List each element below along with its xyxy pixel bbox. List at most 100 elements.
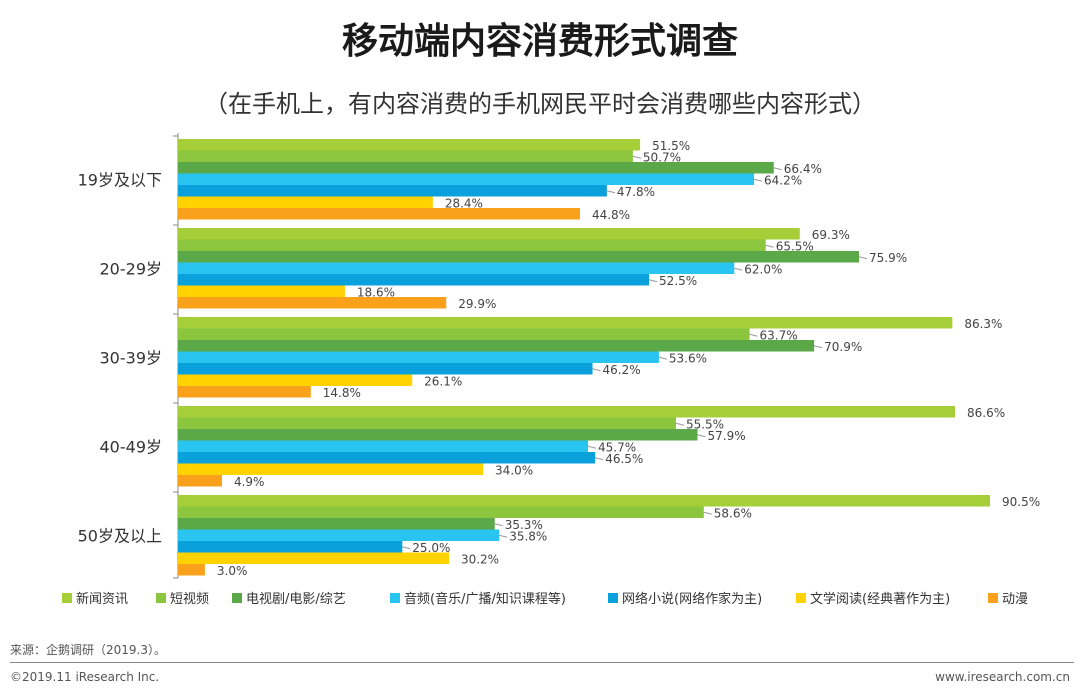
- leader-line: [675, 422, 685, 426]
- bar[interactable]: [178, 429, 698, 441]
- legend-label: 网络小说(网络作家为主): [622, 591, 762, 607]
- data-label: 70.9%: [824, 340, 862, 354]
- bar[interactable]: [178, 317, 953, 329]
- data-label: 4.9%: [234, 475, 265, 489]
- legend-swatch: [608, 593, 618, 603]
- data-label: 53.6%: [669, 351, 707, 365]
- leader-line: [648, 279, 658, 283]
- leader-line: [734, 267, 743, 271]
- data-label: 86.3%: [964, 317, 1002, 331]
- footer-divider: [10, 662, 1074, 663]
- bar[interactable]: [178, 208, 580, 220]
- data-label: 75.9%: [869, 251, 907, 265]
- leader-line: [592, 368, 601, 372]
- leader-line: [595, 457, 604, 461]
- category-label: 20-29岁: [100, 259, 163, 278]
- leader-line: [765, 244, 774, 248]
- copyright-text: ©2019.11 iResearch Inc.: [10, 670, 160, 684]
- website-link[interactable]: www.iresearch.com.cn: [935, 670, 1070, 684]
- data-label: 65.5%: [776, 239, 814, 253]
- legend-swatch: [232, 593, 242, 603]
- bar[interactable]: [178, 417, 676, 430]
- legend-label: 短视频: [170, 592, 209, 607]
- data-label: 51.5%: [652, 139, 690, 153]
- bar[interactable]: [178, 351, 659, 364]
- data-label: 44.8%: [592, 208, 630, 222]
- chart-subtitle: （在手机上，有内容消费的手机网民平时会消费哪些内容形式）: [204, 90, 876, 118]
- legend-label: 电视剧/电影/综艺: [246, 592, 346, 607]
- legend-label: 文学阅读(经典著作为主): [810, 591, 950, 607]
- legend-label: 新闻资讯: [76, 591, 128, 607]
- bar[interactable]: [178, 340, 815, 352]
- leader-line: [499, 534, 508, 538]
- legend-swatch: [988, 593, 998, 603]
- category-label: 30-39岁: [100, 348, 163, 367]
- bar[interactable]: [178, 328, 750, 341]
- bar[interactable]: [178, 495, 990, 507]
- data-label: 25.0%: [412, 541, 450, 555]
- data-label: 14.8%: [323, 386, 361, 400]
- leader-line: [858, 256, 868, 260]
- bar[interactable]: [178, 374, 413, 387]
- data-label: 35.8%: [509, 529, 547, 543]
- bar[interactable]: [178, 274, 650, 286]
- data-label: 29.9%: [458, 297, 496, 311]
- data-label: 64.2%: [764, 173, 802, 187]
- bar[interactable]: [178, 251, 860, 263]
- category-label: 40-49岁: [100, 437, 163, 456]
- bar[interactable]: [178, 518, 495, 530]
- data-label: 58.6%: [714, 506, 752, 520]
- bar[interactable]: [178, 285, 345, 298]
- data-label: 45.7%: [598, 440, 636, 454]
- bar[interactable]: [178, 139, 641, 151]
- leader-line: [606, 190, 616, 194]
- bar[interactable]: [178, 262, 735, 275]
- data-label: 30.2%: [461, 552, 499, 566]
- data-label: 34.0%: [495, 463, 533, 477]
- legend-label: 动漫: [1002, 592, 1028, 607]
- bar[interactable]: [178, 406, 956, 418]
- data-label: 52.5%: [659, 274, 697, 288]
- bar[interactable]: [178, 297, 447, 309]
- leader-line: [494, 523, 503, 527]
- bar-chart: 19岁及以下 51.5%50.7% 66.4%64.2% 47.8% 28.4% 44.8…: [62, 133, 1040, 607]
- leader-line: [402, 546, 411, 550]
- source-note: 来源：企鹅调研（2019.3）。: [10, 643, 166, 657]
- data-label: 57.9%: [708, 429, 746, 443]
- data-label: 86.6%: [967, 406, 1005, 420]
- data-label: 50.7%: [643, 150, 681, 164]
- legend-swatch: [62, 593, 72, 603]
- bar[interactable]: [178, 386, 311, 398]
- bar[interactable]: [178, 541, 403, 553]
- bar[interactable]: [178, 529, 500, 542]
- bar[interactable]: [178, 440, 589, 453]
- data-label: 3.0%: [217, 564, 248, 578]
- legend-swatch: [156, 593, 166, 603]
- bar[interactable]: [178, 506, 704, 519]
- bar[interactable]: [178, 363, 593, 375]
- chart-title: 移动端内容消费形式调查: [341, 21, 738, 62]
- bar[interactable]: [178, 564, 205, 576]
- bar[interactable]: [178, 239, 766, 252]
- legend-swatch: [796, 593, 806, 603]
- category-label: 19岁及以下: [78, 170, 162, 189]
- data-label: 66.4%: [784, 162, 822, 176]
- leader-line: [587, 445, 597, 449]
- bar[interactable]: [178, 452, 596, 464]
- bar[interactable]: [178, 150, 633, 163]
- data-label: 46.5%: [605, 452, 643, 466]
- data-label: 47.8%: [617, 185, 655, 199]
- data-label: 35.3%: [505, 518, 543, 532]
- bar[interactable]: [178, 552, 449, 565]
- bar[interactable]: [178, 463, 484, 476]
- data-label: 18.6%: [357, 285, 395, 299]
- data-label: 28.4%: [445, 196, 483, 210]
- bar[interactable]: [178, 185, 607, 197]
- bar[interactable]: [178, 173, 755, 186]
- bar[interactable]: [178, 475, 222, 487]
- bar[interactable]: [178, 228, 800, 240]
- bar[interactable]: [178, 162, 774, 174]
- category-label: 50岁及以上: [78, 526, 162, 545]
- bar[interactable]: [178, 196, 433, 209]
- leader-line: [697, 434, 706, 438]
